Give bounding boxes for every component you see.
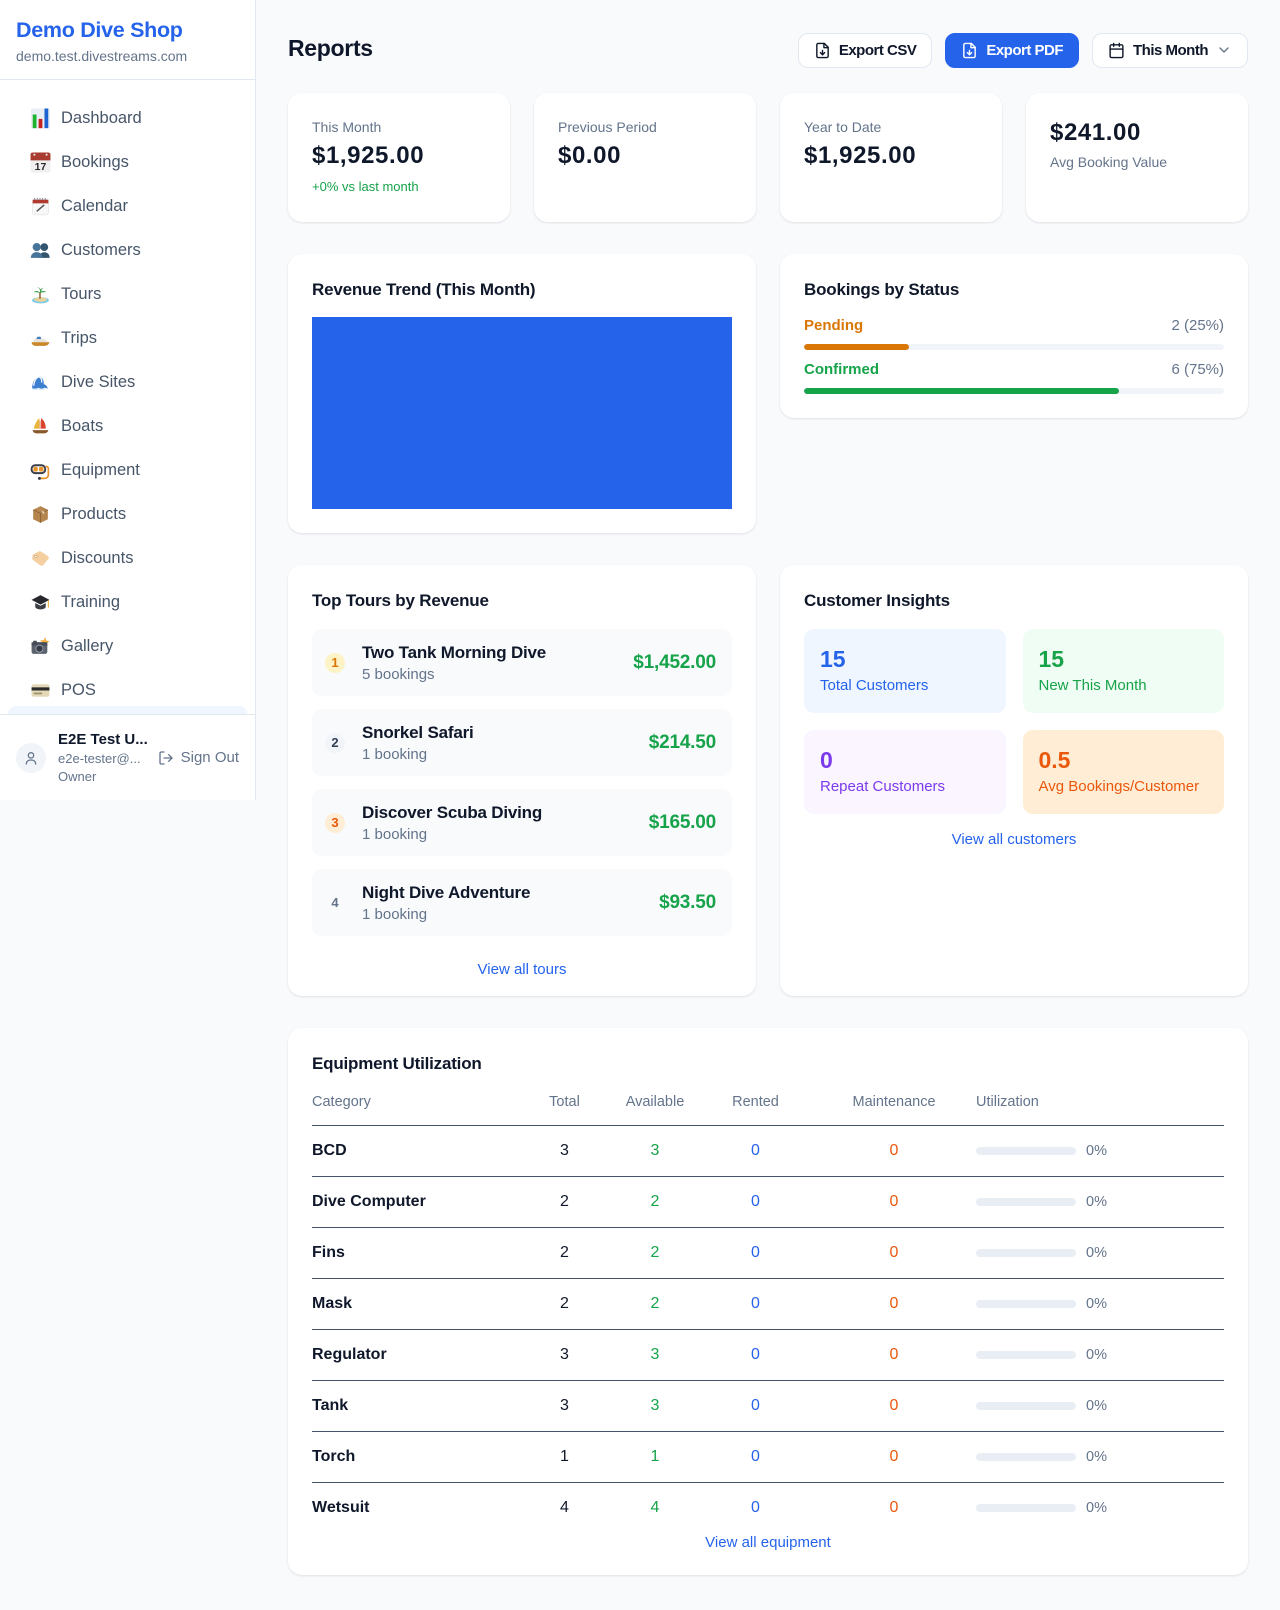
- svg-text:17: 17: [35, 160, 47, 172]
